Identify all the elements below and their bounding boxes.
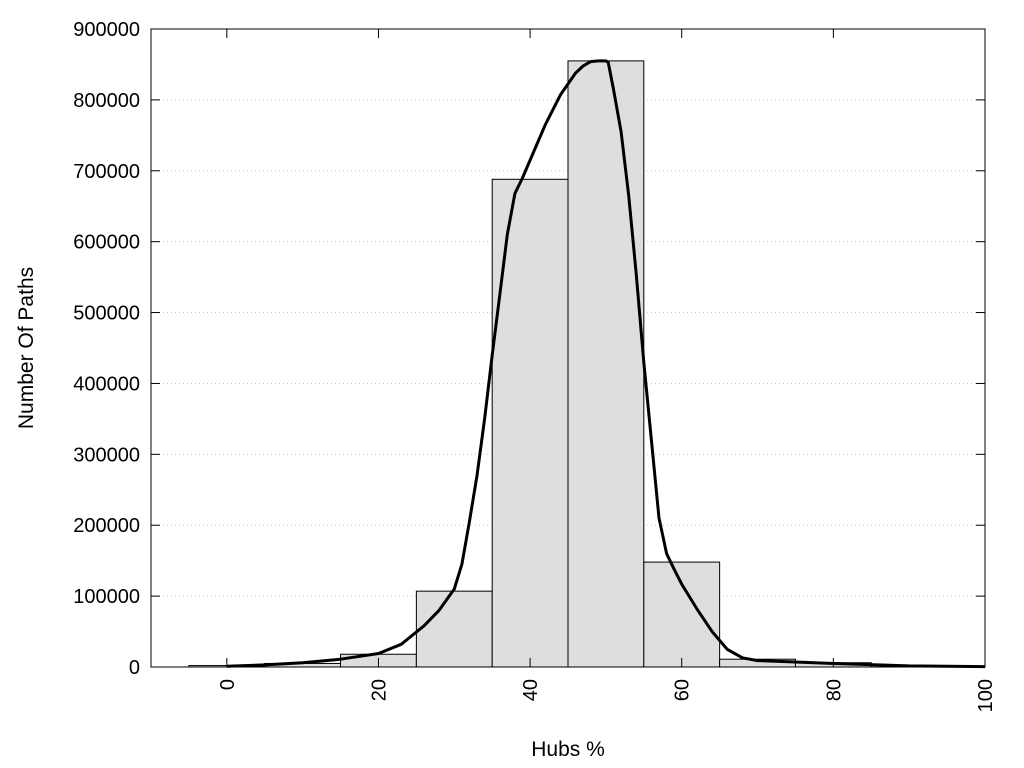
y-axis-label: Number Of Paths	[15, 267, 38, 429]
histogram-bar	[643, 561, 721, 668]
y-tick-label: 100000	[73, 586, 140, 608]
histogram-bar	[567, 60, 645, 668]
y-tick-label: 700000	[73, 161, 140, 183]
y-tick-label: 800000	[73, 90, 140, 112]
y-tick-label: 300000	[73, 444, 140, 466]
y-tick-label: 400000	[73, 373, 140, 395]
x-tick-label: 80	[823, 679, 845, 701]
x-tick-labels: 0 20 40 60 80 100	[217, 679, 997, 712]
y-tick-label: 500000	[73, 303, 140, 325]
y-tick-label: 200000	[73, 515, 140, 537]
bars	[188, 60, 948, 668]
fit-curve-layer	[226, 59, 986, 669]
histogram-bar	[491, 178, 569, 668]
y-tick-labels: 0 100000 200000 300000 400000 500000 600000 700…	[73, 19, 140, 679]
axis-ticks	[151, 28, 986, 668]
x-tick-label: 100	[975, 679, 997, 712]
plot-frame	[150, 28, 986, 668]
y-tick-label: 600000	[73, 232, 140, 254]
x-tick-label: 0	[217, 679, 239, 690]
x-tick-label: 60	[672, 679, 694, 701]
fit-curve	[226, 59, 986, 669]
histogram-bar	[415, 590, 493, 668]
x-tick-label: 40	[520, 679, 542, 701]
y-tick-label: 0	[129, 657, 140, 679]
y-tick-label: 900000	[73, 19, 140, 41]
x-axis-label: Hubs %	[531, 738, 605, 761]
x-tick-label: 20	[368, 679, 390, 701]
